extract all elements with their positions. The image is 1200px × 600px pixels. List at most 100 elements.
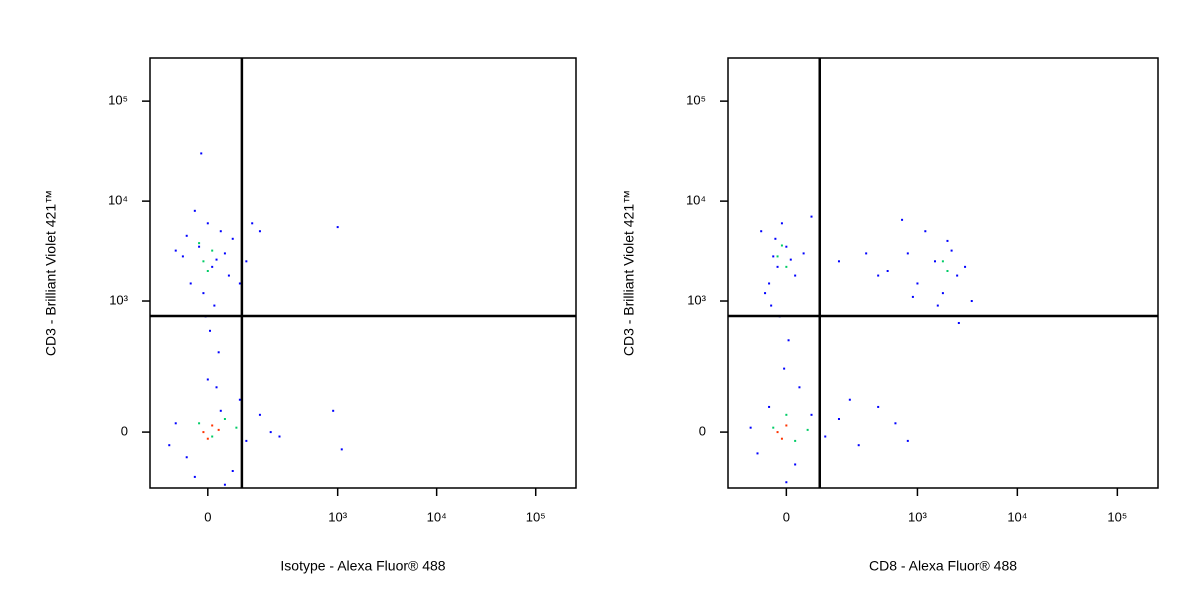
event-dot (749, 426, 752, 429)
event-dot (906, 252, 909, 255)
event-dot (332, 409, 335, 412)
event-dot (174, 422, 177, 425)
event-dot (223, 483, 226, 486)
x-tick-label: 10⁴ (427, 509, 447, 524)
event-dot (235, 426, 238, 429)
event-dot (258, 230, 261, 233)
event-dot (211, 265, 214, 268)
x-axis-title: Isotype - Alexa Fluor® 488 (280, 558, 445, 574)
event-dot (802, 252, 805, 255)
event-dot (185, 234, 188, 237)
event-dot (168, 444, 171, 447)
plot-frame (727, 57, 1159, 489)
y-tick-label: 10³ (687, 292, 706, 307)
event-dot (202, 431, 205, 434)
event-dot (785, 424, 788, 427)
event-dot (231, 469, 234, 472)
event-dot (193, 209, 196, 212)
plot-frame (149, 57, 577, 489)
event-dot (877, 405, 880, 408)
event-dot (798, 386, 801, 389)
event-dot (787, 339, 790, 342)
event-dot (219, 230, 222, 233)
event-dot (794, 463, 797, 466)
event-dot (209, 329, 212, 332)
event-dot (223, 252, 226, 255)
event-dot (957, 322, 960, 325)
event-dot (877, 274, 880, 277)
event-dot (956, 274, 959, 277)
event-dot (206, 378, 209, 381)
event-dot (215, 386, 218, 389)
event-dot (223, 418, 226, 421)
event-dot (206, 269, 209, 272)
event-dot (810, 413, 813, 416)
event-dot (211, 249, 214, 252)
event-dot (933, 260, 936, 263)
event-dot (768, 282, 771, 285)
x-tick-label: 10⁵ (526, 509, 546, 524)
event-dot (760, 230, 763, 233)
event-dot (794, 274, 797, 277)
event-dot (772, 255, 775, 258)
event-dot (776, 431, 779, 434)
event-dot (336, 226, 339, 229)
event-dot (785, 413, 788, 416)
y-axis-title: CD3 - Brilliant Violet 421™ (621, 190, 637, 356)
event-dot (857, 444, 860, 447)
event-dot (780, 437, 783, 440)
event-dot (837, 418, 840, 421)
event-dot (251, 222, 254, 225)
event-dot (245, 260, 248, 263)
event-dot (202, 260, 205, 263)
event-dot (964, 265, 967, 268)
event-dot (200, 152, 203, 155)
event-dot (340, 448, 343, 451)
event-dot (894, 422, 897, 425)
x-tick-label: 10⁵ (1107, 509, 1127, 524)
x-tick-label: 0 (783, 509, 790, 524)
event-dot (924, 230, 927, 233)
event-dot (764, 292, 767, 295)
y-tick-label: 10⁵ (108, 93, 128, 108)
event-dot (198, 422, 201, 425)
event-dot (901, 218, 904, 221)
event-dot (238, 282, 241, 285)
y-axis-title: CD3 - Brilliant Violet 421™ (43, 190, 59, 356)
event-dot (848, 398, 851, 401)
event-dot (202, 292, 205, 295)
event-dot (211, 435, 214, 438)
event-dot (936, 304, 939, 307)
event-dot (770, 304, 773, 307)
event-dot (783, 367, 786, 370)
event-dot (206, 437, 209, 440)
event-dot (886, 269, 889, 272)
event-dot (231, 237, 234, 240)
y-tick-label: 10⁴ (686, 193, 706, 208)
event-dot (780, 244, 783, 247)
x-tick-label: 10³ (328, 509, 347, 524)
event-dot (780, 222, 783, 225)
event-dot (258, 413, 261, 416)
event-dot (824, 435, 827, 438)
event-dot (941, 260, 944, 263)
event-dot (215, 258, 218, 261)
event-dot (245, 439, 248, 442)
event-dot (970, 300, 973, 303)
y-tick-label: 0 (121, 424, 128, 439)
event-dot (794, 439, 797, 442)
event-dot (189, 282, 192, 285)
event-dot (227, 274, 230, 277)
event-dot (946, 269, 949, 272)
event-dot (185, 456, 188, 459)
event-dot (206, 222, 209, 225)
event-dot (174, 249, 177, 252)
event-dot (217, 351, 220, 354)
event-dot (916, 282, 919, 285)
event-dot (278, 435, 281, 438)
x-tick-label: 10⁴ (1007, 509, 1027, 524)
event-dot (785, 265, 788, 268)
event-dot (217, 428, 220, 431)
y-tick-label: 10⁵ (686, 93, 706, 108)
